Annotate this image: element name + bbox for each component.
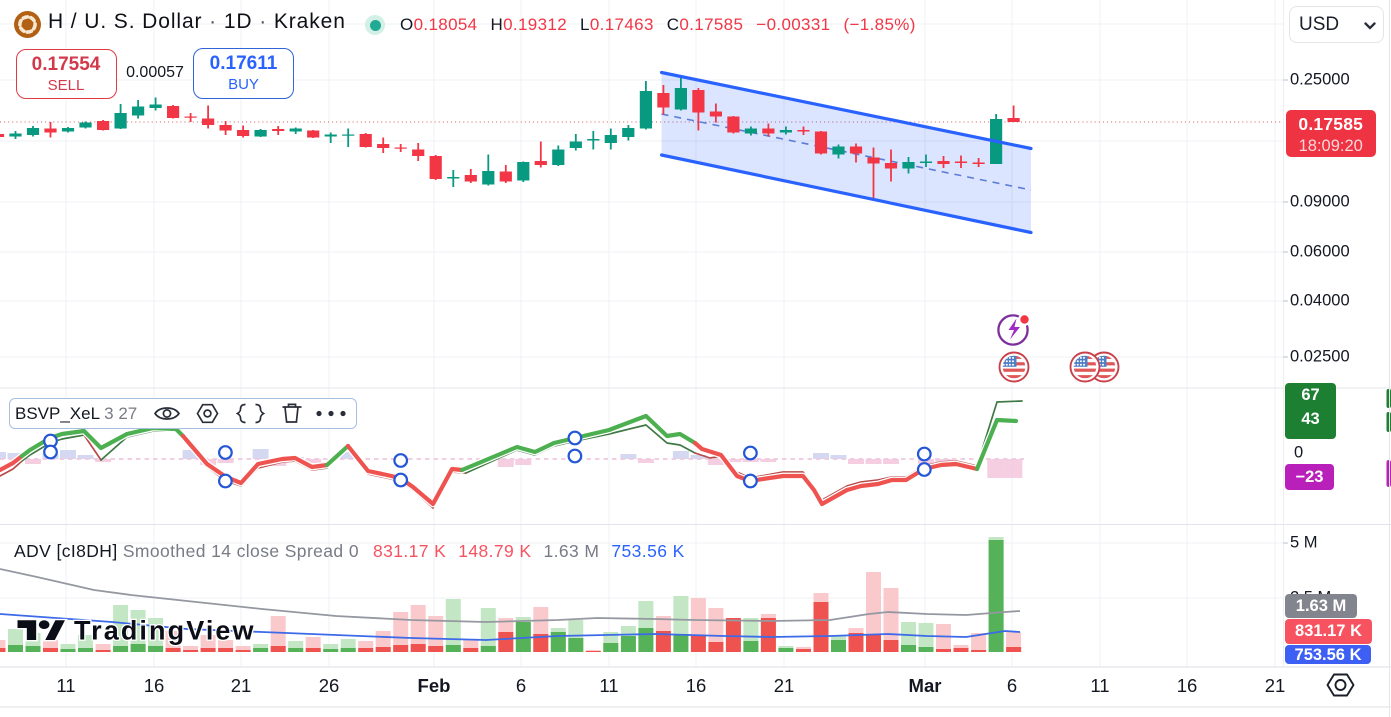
svg-text:TradingView: TradingView bbox=[74, 616, 256, 646]
